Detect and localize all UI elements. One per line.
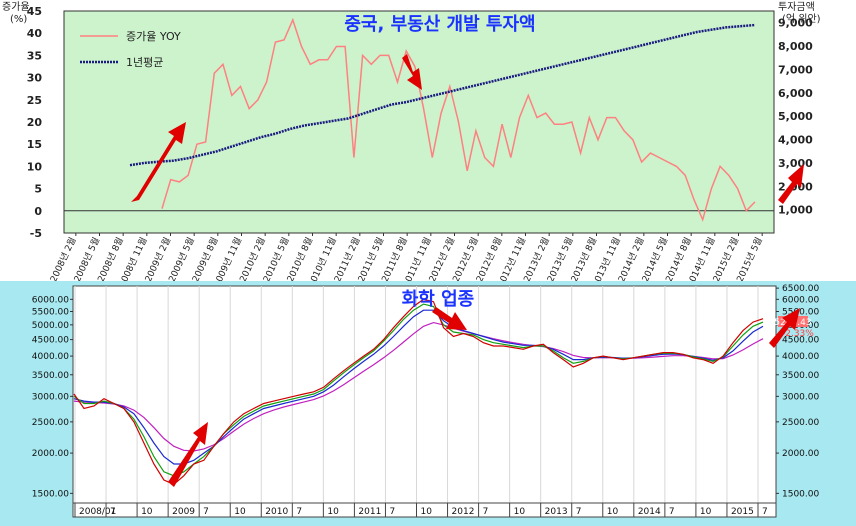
- bottom-x-tick-label: 2009: [172, 507, 195, 517]
- bottom-x-tick-label: 10: [421, 507, 433, 517]
- bottom-series-group: [73, 298, 764, 485]
- bottom-right-tick-label: 6000.00: [782, 295, 819, 305]
- bottom-x-tick-label: 7: [389, 507, 395, 517]
- top-left-tick-label: 20: [27, 116, 43, 129]
- bottom-left-axis-ticks: 1500.00 2000.00 2500.00 3000.00 3500.00 4000.…: [32, 295, 73, 499]
- top-right-tick-label: 1,000: [778, 204, 813, 217]
- top-right-tick-label: 5,000: [778, 110, 813, 123]
- bottom-chart: 1500.00 2000.00 2500.00 3000.00 3500.00 4000.…: [0, 281, 856, 526]
- bottom-x-tick-label: 7: [296, 507, 302, 517]
- bottom-x-tick-label: 10: [234, 507, 246, 517]
- top-right-tick-label: 7,000: [778, 63, 813, 76]
- top-up-arrow-left: [131, 122, 186, 202]
- bottom-x-tick-label: 2008/01: [79, 507, 116, 517]
- bottom-left-tick-label: 3500.00: [32, 371, 69, 381]
- bottom-x-tick-label: 7: [203, 507, 209, 517]
- top-right-tick-label: 6,000: [778, 87, 813, 100]
- top-right-axis-title-line1: 투자금액: [778, 1, 815, 13]
- bottom-series-line: [73, 298, 764, 485]
- bottom-x-tick-label: 2014: [638, 507, 661, 517]
- top-series-line-yoy: [161, 17, 756, 222]
- bottom-down-arrow: [432, 307, 467, 330]
- bottom-arrows: [168, 307, 800, 487]
- bottom-x-tick-label: 10: [327, 507, 339, 517]
- top-right-tick-label: 3,000: [778, 157, 813, 170]
- bottom-left-tick-label: 5000.00: [32, 321, 69, 331]
- top-up-arrow-right: [778, 164, 804, 204]
- top-right-tick-label: 8,000: [778, 40, 813, 53]
- bottom-right-tick-label: 4000.00: [782, 352, 819, 362]
- bottom-series-line: [73, 321, 764, 452]
- bottom-up-arrow-left: [168, 422, 208, 487]
- bottom-vertical-gridlines: [74, 286, 759, 503]
- top-left-tick-label: 40: [27, 27, 43, 40]
- legend-label-avg: 1년평균: [126, 56, 163, 69]
- bottom-x-tick-label: 7: [576, 507, 582, 517]
- bottom-right-tick-label: 4500.00: [782, 336, 819, 346]
- change-label: -2.33%: [782, 329, 814, 339]
- bottom-right-tick-label: 3500.00: [782, 371, 819, 381]
- top-left-tick-label: 5: [34, 183, 42, 196]
- bottom-x-tick-label: 7: [762, 507, 768, 517]
- bottom-x-axis-ticks: 2008/017 10 2009 7 10 2010 7 10 2011 7 10 2012 7 10 20…: [74, 503, 768, 517]
- bottom-x-tick-label: 2013: [545, 507, 568, 517]
- bottom-x-tick-label: 10: [607, 507, 619, 517]
- bottom-x-tick-label: 10: [700, 507, 712, 517]
- bottom-x-tick-label: 7: [110, 507, 116, 517]
- bottom-x-axis-bar: [72, 502, 777, 518]
- top-left-tick-label: 15: [27, 138, 42, 151]
- top-right-axis-title-line2: (억 위안): [782, 12, 821, 25]
- legend-label-yoy: 증가율 YOY: [126, 30, 181, 43]
- top-left-axis-title-line2: (%): [10, 14, 27, 25]
- top-down-arrow: [402, 54, 422, 90]
- top-right-axis-ticks: 1,0002,0003,0004,0005,0006,0007,0008,000…: [778, 17, 813, 217]
- top-left-tick-label: 0: [34, 205, 42, 218]
- bottom-x-tick-label: 10: [141, 507, 153, 517]
- bottom-left-tick-label: 4500.00: [32, 336, 69, 346]
- bottom-series-line: [73, 309, 764, 465]
- bottom-left-tick-label: 1500.00: [32, 489, 69, 499]
- top-left-tick-label: 35: [27, 49, 42, 62]
- bottom-chart-title: 화학 업종: [402, 288, 475, 310]
- bottom-x-tick-label: 2011: [358, 507, 381, 517]
- bottom-right-tick-label: 6500.00: [782, 284, 819, 294]
- top-arrows: [131, 54, 804, 204]
- top-chart-title: 중국, 부동산 개발 투자액: [344, 14, 535, 35]
- bottom-left-tick-label: 4000.00: [32, 352, 69, 362]
- top-series-line-avg: [129, 23, 756, 167]
- top-left-tick-label: 25: [27, 94, 42, 107]
- top-series-group: [129, 17, 756, 222]
- bottom-left-tick-label: 2000.00: [32, 449, 69, 459]
- bottom-left-tick-label: 6000.00: [32, 295, 69, 305]
- bottom-right-tick-label: 1500.00: [782, 489, 819, 499]
- bottom-right-tick-label: 5500.00: [782, 308, 819, 318]
- bottom-left-tick-label: 5500.00: [32, 308, 69, 318]
- bottom-x-tick-label: 2012: [452, 507, 475, 517]
- bottom-x-tick-label: 2010: [265, 507, 288, 517]
- bottom-up-arrow-right: [769, 308, 800, 348]
- bottom-right-tick-label: 2500.00: [782, 418, 819, 428]
- top-left-tick-label: 30: [27, 72, 43, 85]
- top-right-tick-label: 4,000: [778, 134, 813, 147]
- top-left-tick-label: 10: [27, 160, 43, 173]
- top-left-axis-ticks: -5 0 5 10 15 20 25 30 35 40 45: [27, 5, 43, 240]
- top-left-tick-label: -5: [30, 227, 42, 240]
- top-left-tick-label: 45: [27, 5, 42, 18]
- bottom-left-tick-label: 2500.00: [32, 418, 69, 428]
- bottom-x-tick-label: 2015: [731, 507, 754, 517]
- top-legend: 증가율 YOY 1년평균: [80, 30, 181, 69]
- bottom-x-tick-label: 10: [514, 507, 526, 517]
- top-right-tick-label: 9,000: [778, 17, 813, 30]
- bottom-left-tick-label: 3000.00: [32, 392, 69, 402]
- bottom-right-tick-label: 2000.00: [782, 449, 819, 459]
- top-left-axis-title-line1: 증가율: [2, 1, 30, 13]
- bottom-x-tick-label: 7: [669, 507, 675, 517]
- top-plot-background: [63, 10, 775, 234]
- bottom-x-tick-label: 7: [483, 507, 489, 517]
- bottom-right-tick-label: 3000.00: [782, 392, 819, 402]
